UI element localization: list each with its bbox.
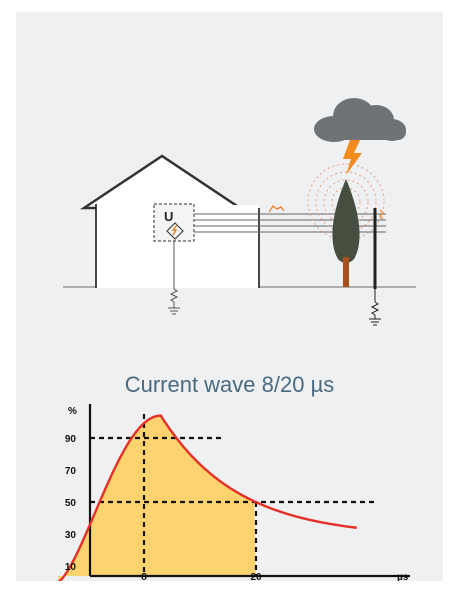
y-tick-label: 30 bbox=[65, 530, 77, 541]
current-wave-chart: 90 70 50 30 10% 8 20 µs bbox=[57, 404, 410, 581]
figure-panel: U bbox=[16, 12, 443, 581]
utility-pole bbox=[369, 208, 384, 326]
y-axis-label: % bbox=[68, 406, 77, 417]
surge-wave-icon bbox=[268, 205, 285, 213]
lightning-icon bbox=[343, 140, 362, 175]
chart-title-unit: µs bbox=[310, 372, 335, 397]
chart-title: Current wave 8/20 µs bbox=[16, 372, 443, 398]
y-tick-label: 90 bbox=[65, 434, 77, 445]
storm-cloud bbox=[314, 98, 406, 142]
chart-title-text: Current wave 8/20 bbox=[124, 372, 305, 397]
x-tick-label: 20 bbox=[250, 572, 262, 581]
surge-scene: U bbox=[63, 98, 416, 326]
house-earth bbox=[168, 241, 180, 315]
device-label: U bbox=[164, 209, 173, 224]
tree bbox=[332, 179, 360, 287]
surge-protector: U bbox=[153, 203, 195, 242]
area-fill bbox=[58, 415, 256, 581]
y-tick-label: 70 bbox=[65, 466, 77, 477]
y-tick-label: 10 bbox=[65, 562, 77, 573]
y-tick-label: 50 bbox=[65, 498, 77, 509]
x-axis-label: µs bbox=[397, 572, 409, 581]
x-tick-label: 8 bbox=[141, 572, 147, 581]
wave-curve bbox=[57, 414, 357, 581]
